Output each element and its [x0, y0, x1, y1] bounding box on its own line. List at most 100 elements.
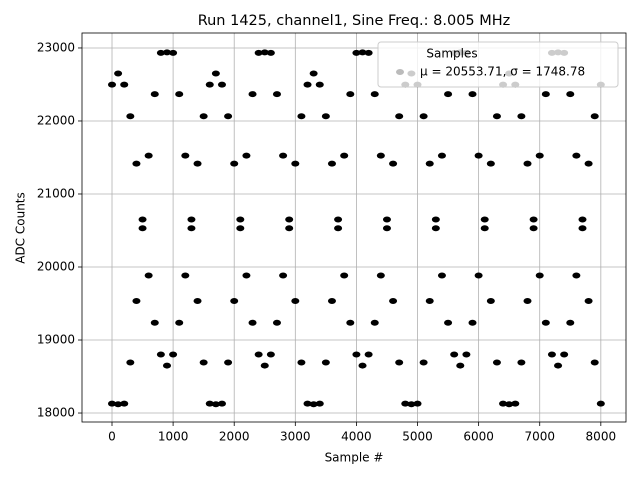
data-point — [517, 113, 526, 120]
y-tick-label: 23000 — [37, 40, 75, 54]
data-point — [346, 319, 355, 326]
legend: Samples μ = 20553.71, σ = 1748.78 — [377, 41, 619, 88]
data-point — [230, 298, 239, 305]
data-point — [187, 216, 196, 223]
x-tick-label: 2000 — [219, 430, 250, 444]
y-tick-label: 18000 — [37, 406, 75, 420]
data-point — [254, 49, 263, 56]
data-point — [175, 319, 184, 326]
data-point — [315, 400, 324, 407]
data-point — [321, 113, 330, 120]
data-point — [578, 216, 587, 223]
data-point — [511, 400, 520, 407]
data-point — [132, 298, 141, 305]
y-tick-label: 19000 — [37, 333, 75, 347]
data-point — [535, 152, 544, 159]
data-point — [590, 359, 599, 366]
data-point — [303, 81, 312, 88]
data-point — [584, 160, 593, 167]
data-point — [352, 351, 361, 358]
data-point — [303, 400, 312, 407]
x-tick-label: 0 — [108, 430, 116, 444]
plot-frame — [81, 32, 627, 423]
data-point — [376, 152, 385, 159]
data-point — [297, 359, 306, 366]
data-point — [486, 298, 495, 305]
data-point — [431, 225, 440, 232]
data-point — [437, 152, 446, 159]
data-point — [541, 319, 550, 326]
data-point — [431, 216, 440, 223]
data-point — [327, 298, 336, 305]
data-point — [266, 351, 275, 358]
data-point — [505, 401, 514, 408]
data-point — [499, 400, 508, 407]
x-tick-label: 4000 — [341, 430, 372, 444]
data-point — [407, 401, 416, 408]
data-point — [181, 152, 190, 159]
data-point — [364, 351, 373, 358]
data-point — [150, 319, 159, 326]
data-point — [315, 81, 324, 88]
data-point — [285, 225, 294, 232]
data-point — [468, 319, 477, 326]
data-point — [541, 91, 550, 98]
data-point — [370, 91, 379, 98]
data-point — [272, 319, 281, 326]
data-point — [175, 91, 184, 98]
data-point — [248, 91, 257, 98]
data-point — [474, 272, 483, 279]
data-point — [425, 298, 434, 305]
y-tick-label: 21000 — [37, 186, 75, 200]
data-point — [358, 362, 367, 369]
data-point — [254, 351, 263, 358]
data-point — [584, 298, 593, 305]
data-point — [474, 152, 483, 159]
data-point — [523, 298, 532, 305]
x-tick-label: 7000 — [524, 430, 555, 444]
data-point — [590, 113, 599, 120]
data-point — [138, 216, 147, 223]
data-point — [242, 272, 251, 279]
x-tick-label: 3000 — [280, 430, 311, 444]
data-point — [554, 362, 563, 369]
data-point — [162, 362, 171, 369]
data-point — [205, 400, 214, 407]
data-point — [480, 225, 489, 232]
data-point — [297, 113, 306, 120]
data-point — [279, 272, 288, 279]
data-point — [572, 152, 581, 159]
data-point — [346, 91, 355, 98]
legend-title: Samples — [426, 47, 477, 61]
data-point — [419, 113, 428, 120]
data-point — [260, 362, 269, 369]
y-tick-label: 22000 — [37, 113, 75, 127]
data-point — [181, 272, 190, 279]
data-point — [334, 216, 343, 223]
data-point — [468, 91, 477, 98]
data-point — [376, 272, 385, 279]
data-point — [211, 70, 220, 77]
data-point — [334, 225, 343, 232]
data-point — [340, 152, 349, 159]
data-point — [205, 81, 214, 88]
data-point — [425, 160, 434, 167]
data-point — [248, 319, 257, 326]
data-point — [120, 81, 129, 88]
data-point — [370, 319, 379, 326]
data-point — [437, 272, 446, 279]
data-point — [444, 91, 453, 98]
data-point — [309, 401, 318, 408]
data-point — [114, 401, 123, 408]
data-point — [236, 225, 245, 232]
data-point — [547, 351, 556, 358]
data-point — [462, 351, 471, 358]
data-point — [327, 160, 336, 167]
data-point — [114, 70, 123, 77]
data-point — [529, 216, 538, 223]
data-point — [389, 160, 398, 167]
data-point — [260, 49, 269, 56]
data-point — [120, 400, 129, 407]
data-point — [413, 400, 422, 407]
data-point — [162, 49, 171, 56]
